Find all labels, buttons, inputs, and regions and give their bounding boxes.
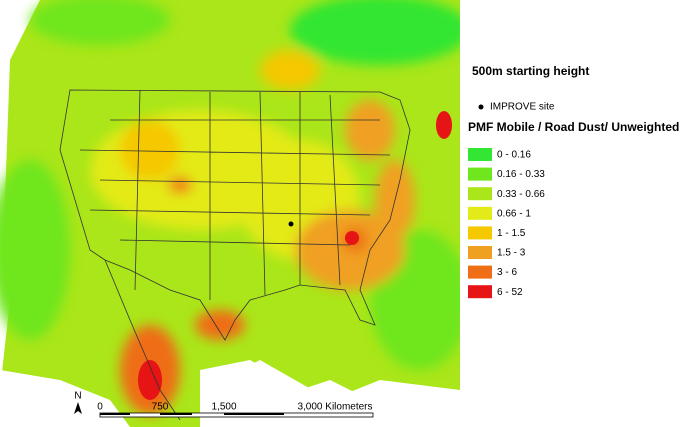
site-legend-marker <box>478 104 484 110</box>
legend-swatch <box>468 148 492 161</box>
legend-swatch <box>468 206 492 220</box>
legend-swatch <box>468 226 492 240</box>
legend-label: 0.16 - 0.33 <box>497 169 545 180</box>
scale-bar <box>99 412 374 418</box>
scale-label: 3,000 Kilometers <box>297 402 372 413</box>
legend-label: 0 - 0.16 <box>497 150 531 161</box>
legend-swatch <box>468 285 492 299</box>
legend-label: 6 - 52 <box>497 287 523 298</box>
legend-title: PMF Mobile / Road Dust/ Unweighted <box>468 120 679 134</box>
legend-label: 1.5 - 3 <box>497 248 526 259</box>
north-arrow: N <box>74 391 82 414</box>
north-label: N <box>74 391 81 402</box>
concentration-field <box>0 0 460 427</box>
legend: 0 - 0.16 0.16 - 0.33 0.33 - 0.66 0.66 - 1 1 … <box>468 148 545 299</box>
legend-swatch <box>468 246 492 259</box>
map-title: 500m starting height <box>472 64 589 78</box>
legend-swatch <box>468 187 492 201</box>
site-legend-label: IMPROVE site <box>490 102 555 113</box>
legend-swatch <box>468 265 492 279</box>
legend-label: 1 - 1.5 <box>497 228 526 239</box>
legend-label: 0.33 - 0.66 <box>497 189 545 200</box>
scale-labels: 0 750 1,500 3,000 Kilometers <box>97 402 372 413</box>
improve-site <box>288 221 294 227</box>
scale-label: 0 <box>97 402 103 413</box>
scale-label: 1,500 <box>211 402 236 413</box>
legend-label: 0.66 - 1 <box>497 208 531 219</box>
legend-label: 3 - 6 <box>497 267 517 278</box>
boundaries <box>59 89 411 421</box>
legend-swatch <box>468 167 492 181</box>
scale-label: 750 <box>152 402 169 413</box>
